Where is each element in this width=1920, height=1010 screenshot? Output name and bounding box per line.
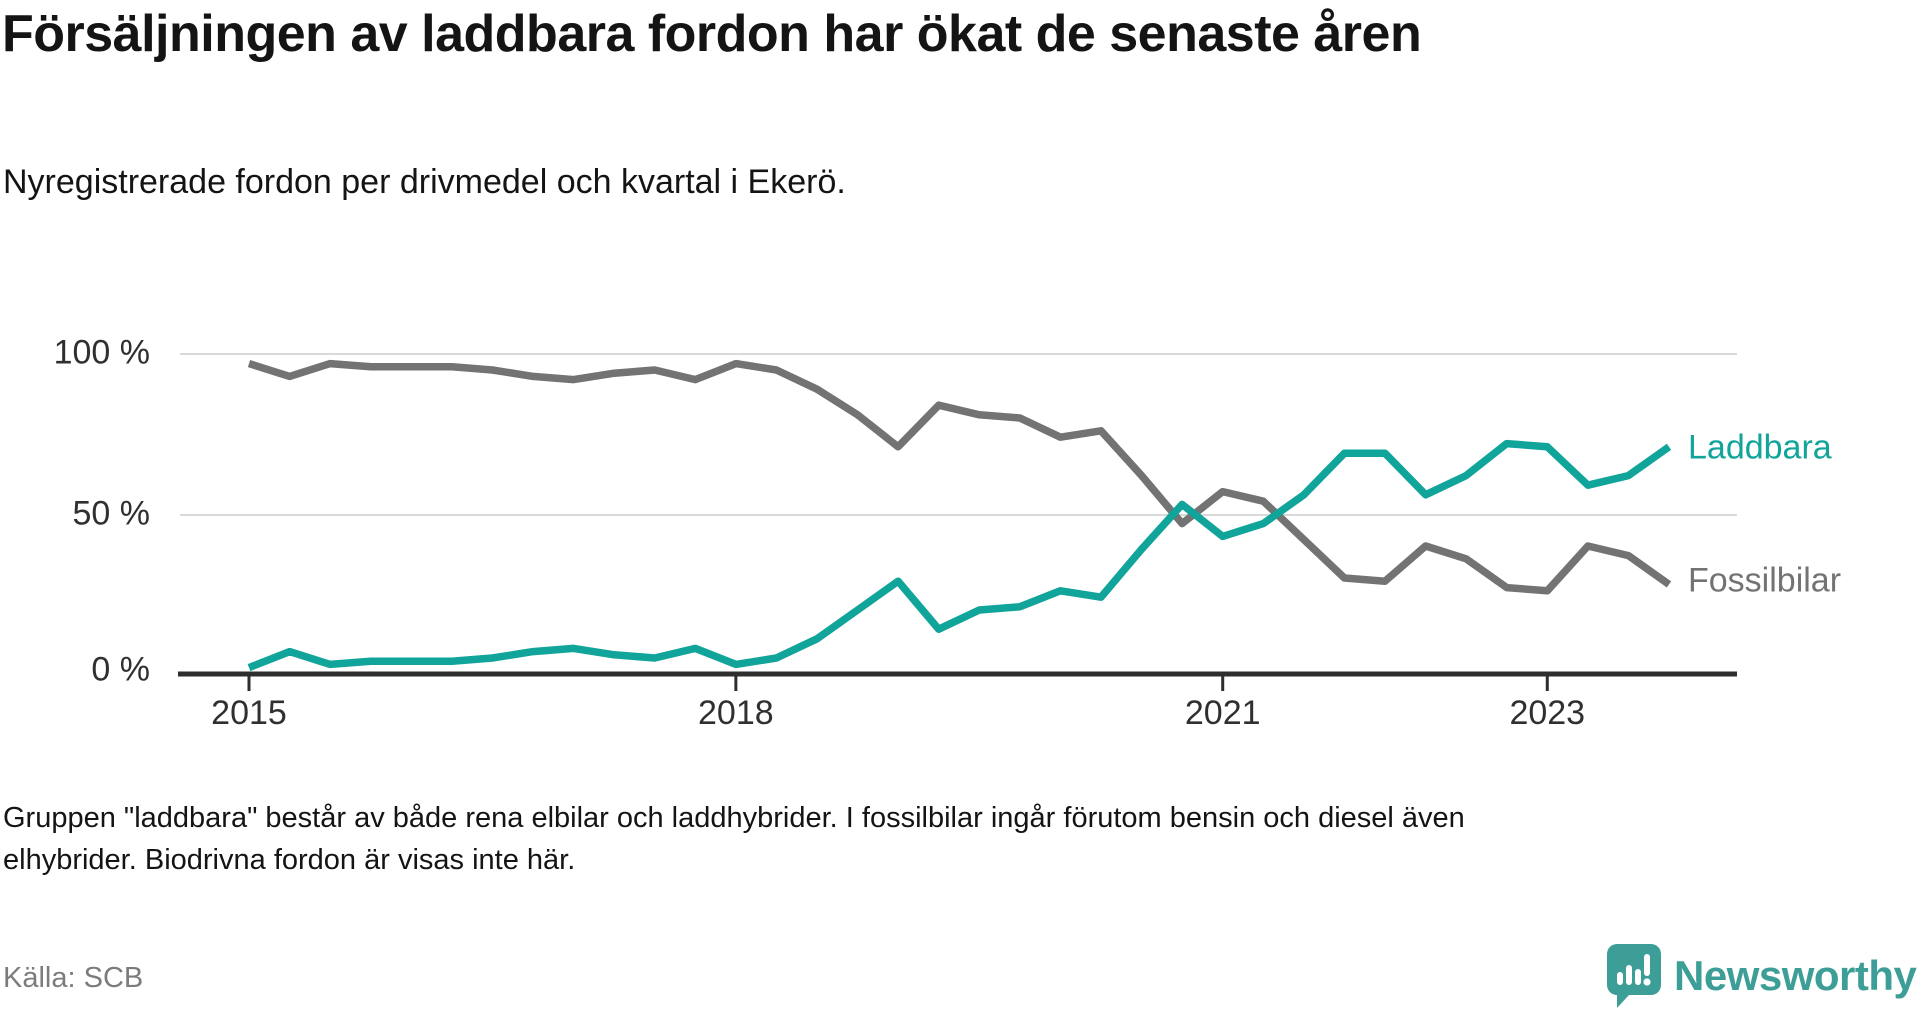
footnote: Gruppen "laddbara" består av både rena e… — [3, 802, 1465, 877]
gridlines — [180, 353, 1737, 516]
y-tick-label-0: 0 % — [91, 650, 150, 689]
speech-bubble-shape — [1607, 944, 1661, 1008]
exclamation-dot — [1643, 978, 1651, 986]
x-tick-label-2015: 2015 — [211, 694, 287, 732]
newsworthy-logo-icon — [1607, 944, 1661, 1008]
bar-chart-glyph — [1617, 954, 1651, 986]
x-tick-label-2018: 2018 — [698, 694, 774, 732]
series-line-fossilbilar — [247, 359, 1672, 595]
newsworthy-wordmark: Newsworthy — [1674, 952, 1917, 999]
x-axis-ticks — [247, 676, 1549, 691]
series-line-laddbara — [247, 439, 1672, 672]
x-tick-label-2021: 2021 — [1184, 694, 1261, 732]
series-label-laddbara: Laddbara — [1688, 428, 1832, 467]
x-tick-label-2023: 2023 — [1509, 694, 1586, 732]
page-title: Försäljningen av laddbara fordon har öka… — [2, 5, 1422, 63]
series-label-fossilbilar: Fossilbilar — [1688, 561, 1842, 600]
source-label: Källa: SCB — [3, 962, 144, 994]
exclamation-bar — [1644, 954, 1650, 976]
y-tick-label-100: 100 % — [53, 333, 150, 372]
y-tick-label-50: 50 % — [72, 494, 151, 533]
page-subtitle: Nyregistrerade fordon per drivmedel och … — [3, 163, 846, 201]
